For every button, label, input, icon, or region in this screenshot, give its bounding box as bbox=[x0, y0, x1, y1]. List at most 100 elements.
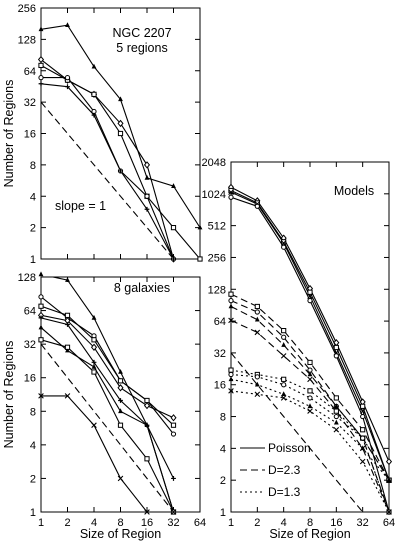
legend-label: D=1.3 bbox=[268, 485, 301, 499]
data-point bbox=[360, 413, 366, 420]
y-tick-label: 256 bbox=[18, 3, 36, 15]
data-point bbox=[228, 291, 234, 297]
y-tick-label: 128 bbox=[208, 284, 226, 296]
series-line bbox=[41, 59, 175, 259]
y-tick-label: 16 bbox=[24, 129, 36, 141]
data-point bbox=[281, 328, 287, 334]
data-point bbox=[38, 271, 44, 277]
data-point bbox=[254, 203, 260, 209]
data-point bbox=[170, 509, 177, 515]
data-point bbox=[65, 84, 70, 90]
series-line bbox=[231, 186, 389, 462]
data-point bbox=[38, 315, 44, 321]
data-point bbox=[197, 256, 203, 262]
data-point bbox=[38, 393, 44, 399]
y-tick-label: 256 bbox=[208, 252, 226, 264]
data-point bbox=[307, 408, 313, 414]
y-tick-label: 32 bbox=[24, 339, 36, 351]
data-point bbox=[38, 337, 44, 343]
y-axis-title: Number of Regions bbox=[2, 80, 16, 188]
data-point bbox=[333, 403, 339, 409]
y-tick-label: 32 bbox=[214, 348, 226, 360]
data-point bbox=[280, 240, 287, 246]
data-point bbox=[143, 401, 151, 410]
data-point bbox=[38, 294, 44, 300]
data-point bbox=[170, 422, 177, 428]
data-point bbox=[64, 344, 71, 350]
data-point bbox=[91, 359, 97, 365]
data-point bbox=[38, 81, 44, 87]
series-group bbox=[41, 277, 175, 512]
data-point bbox=[91, 91, 97, 97]
data-point bbox=[254, 309, 260, 315]
data-point bbox=[228, 298, 234, 304]
data-point bbox=[360, 403, 366, 409]
y-tick-label: 8 bbox=[220, 412, 226, 424]
data-point bbox=[254, 329, 261, 336]
series-line bbox=[41, 343, 174, 512]
data-point bbox=[385, 457, 393, 466]
x-axis-title: Size of Region bbox=[80, 527, 161, 541]
x-tick-label: 8 bbox=[117, 517, 123, 529]
x-tick-label: 16 bbox=[330, 517, 342, 529]
data-point bbox=[65, 347, 70, 353]
series-line bbox=[41, 327, 175, 512]
x-tick-label: 4 bbox=[91, 517, 97, 529]
data-point bbox=[333, 408, 339, 414]
series-line bbox=[231, 196, 389, 512]
y-tick-label: 16 bbox=[24, 373, 36, 385]
y-axis-title: Number of Regions bbox=[2, 341, 16, 449]
x-tick-label: 1 bbox=[228, 517, 234, 529]
data-point bbox=[91, 422, 97, 429]
data-point bbox=[118, 96, 123, 102]
series-line bbox=[41, 317, 174, 479]
data-point bbox=[307, 371, 313, 377]
series-line bbox=[41, 77, 175, 259]
x-tick-label: 2 bbox=[64, 517, 70, 529]
data-point bbox=[228, 194, 234, 200]
data-point bbox=[38, 75, 44, 81]
panel-frame bbox=[40, 276, 201, 513]
data-point bbox=[307, 293, 313, 300]
x-tick-label: 16 bbox=[141, 517, 153, 529]
data-point bbox=[118, 398, 123, 403]
series-line bbox=[50, 277, 175, 512]
data-point bbox=[254, 391, 261, 398]
y-tick-label: 512 bbox=[208, 221, 226, 233]
data-point bbox=[38, 62, 44, 69]
data-point bbox=[118, 408, 123, 414]
y-tick-label: 1 bbox=[30, 507, 36, 519]
data-point bbox=[228, 367, 234, 373]
data-point bbox=[281, 342, 287, 347]
data-point bbox=[281, 376, 287, 382]
panel-annotation: 8 galaxies bbox=[114, 281, 170, 295]
data-point bbox=[171, 476, 176, 481]
y-tick-label: 16 bbox=[214, 380, 226, 392]
x-tick-label: 8 bbox=[307, 517, 313, 529]
data-point bbox=[228, 376, 234, 382]
series-group bbox=[41, 24, 200, 259]
data-point bbox=[307, 395, 313, 401]
data-point bbox=[254, 374, 260, 380]
data-point bbox=[228, 317, 234, 324]
y-tick-label: 4 bbox=[30, 440, 36, 452]
y-tick-label: 1 bbox=[220, 507, 226, 519]
legend-label: D=2.3 bbox=[268, 463, 301, 477]
y-tick-label: 64 bbox=[24, 66, 36, 78]
data-point bbox=[281, 244, 287, 250]
data-point bbox=[228, 303, 234, 309]
data-point bbox=[360, 445, 366, 451]
data-point bbox=[64, 312, 71, 318]
data-point bbox=[64, 393, 71, 399]
panel-annotation: Models bbox=[334, 184, 374, 198]
panel-annotation: NGC 2207 bbox=[112, 26, 171, 40]
data-point bbox=[117, 384, 124, 392]
data-point bbox=[38, 324, 44, 330]
y-tick-label: 1 bbox=[30, 254, 36, 266]
data-point bbox=[281, 334, 287, 340]
data-point bbox=[307, 376, 313, 383]
data-point bbox=[143, 161, 151, 169]
data-point bbox=[64, 75, 71, 81]
data-point bbox=[386, 509, 392, 515]
legend-label: Poisson bbox=[268, 441, 311, 455]
